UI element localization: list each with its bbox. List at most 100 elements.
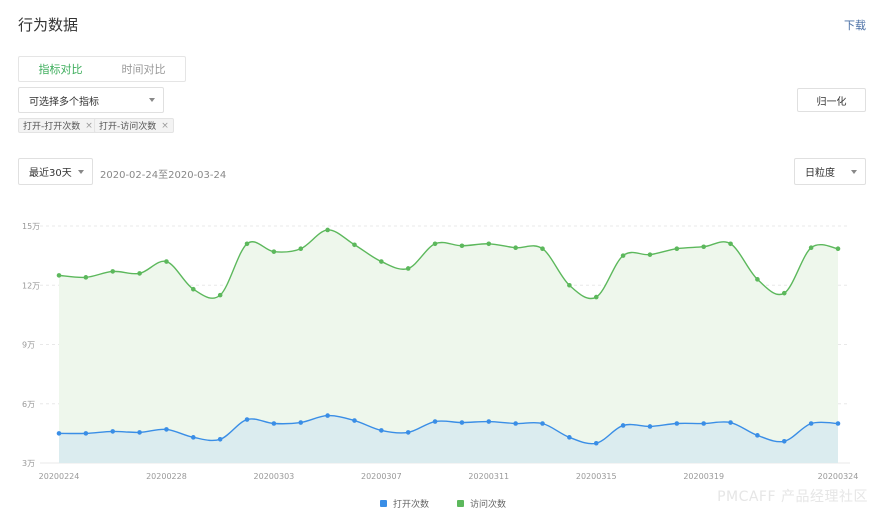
data-point (405, 266, 411, 271)
data-point (540, 246, 545, 252)
data-point (432, 419, 438, 424)
data-point (56, 431, 62, 436)
data-point (325, 227, 330, 233)
data-point (191, 435, 196, 440)
data-point (83, 431, 89, 436)
watermark-logo: PMCAFF 产品经理社区 (717, 489, 868, 505)
data-point (808, 421, 814, 426)
data-point (593, 440, 599, 446)
data-point (271, 249, 277, 254)
data-point (164, 259, 169, 264)
metric-select-value: 可选择多个指标 (29, 96, 99, 108)
period-select-value: 最近30天 (29, 168, 72, 179)
data-point (701, 421, 706, 426)
data-point (244, 417, 250, 422)
series-area-0 (59, 415, 838, 463)
metric-tag-visit-count: 打开-访问次数 × (94, 118, 174, 133)
data-point (110, 269, 116, 274)
data-point (486, 419, 492, 424)
series-area-1 (59, 229, 838, 463)
page-title: 行为数据 (18, 16, 79, 34)
data-point (83, 275, 89, 280)
metric-select[interactable]: 可选择多个指标 (18, 87, 164, 113)
y-tick-label: 3万 (22, 459, 35, 468)
data-point (674, 246, 680, 252)
data-point (379, 259, 384, 264)
period-select[interactable]: 最近30天 (18, 158, 93, 185)
data-point (459, 243, 465, 249)
data-point (191, 286, 196, 292)
data-point (620, 253, 626, 258)
tab-metric-compare[interactable]: 指标对比 (38, 63, 83, 76)
compare-mode-switch: 指标对比 时间对比 (18, 56, 186, 82)
data-point (513, 245, 518, 251)
y-tick-label: 12万 (22, 281, 40, 290)
normalize-button[interactable]: 归一化 (797, 88, 866, 112)
tag-label: 打开-打开次数 (23, 122, 81, 132)
y-tick-label: 9万 (22, 341, 35, 350)
data-point (567, 435, 572, 440)
legend-item-open-count[interactable]: 打开次数 (380, 497, 429, 510)
x-tick-label: 20200224 (39, 472, 80, 481)
data-point (459, 420, 465, 425)
data-point (728, 241, 733, 247)
data-point (325, 413, 330, 418)
data-point (593, 294, 599, 300)
x-tick-label: 20200303 (254, 472, 295, 481)
data-point (755, 433, 760, 438)
legend-swatch (457, 500, 464, 507)
data-point (540, 421, 545, 426)
data-point (56, 273, 62, 278)
x-tick-label: 20200311 (468, 472, 509, 481)
data-point (298, 246, 304, 252)
data-point (298, 420, 304, 425)
y-tick-label: 6万 (22, 400, 35, 409)
close-icon[interactable]: × (85, 120, 93, 131)
data-point (674, 421, 680, 426)
x-tick-label: 20200315 (576, 472, 617, 481)
data-point (808, 245, 814, 251)
data-point (728, 420, 733, 425)
chevron-down-icon (78, 169, 84, 174)
data-point (352, 418, 357, 423)
data-point (137, 271, 142, 276)
data-point (352, 242, 357, 248)
data-point (567, 282, 572, 288)
granularity-select[interactable]: 日粒度 (794, 158, 866, 185)
tab-time-compare[interactable]: 时间对比 (121, 63, 166, 76)
legend-item-visit-count[interactable]: 访问次数 (457, 497, 506, 510)
chevron-down-icon (851, 169, 857, 174)
data-point (164, 427, 169, 432)
x-tick-label: 20200324 (818, 472, 859, 481)
data-point (217, 437, 223, 442)
chevron-down-icon (149, 98, 155, 102)
data-point (647, 424, 653, 429)
tag-label: 打开-访问次数 (99, 122, 157, 132)
granularity-select-value: 日粒度 (805, 168, 835, 179)
metric-tag-open-count: 打开-打开次数 × (18, 118, 98, 133)
data-point (513, 421, 518, 426)
data-point (379, 428, 384, 433)
data-point (405, 430, 411, 435)
data-point (244, 241, 250, 247)
y-tick-label: 15万 (22, 222, 40, 231)
data-point (781, 290, 787, 296)
close-icon[interactable]: × (161, 120, 169, 131)
x-tick-label: 20200319 (683, 472, 724, 481)
data-point (835, 421, 841, 426)
data-point (271, 421, 277, 426)
data-point (432, 241, 438, 247)
data-point (217, 292, 223, 298)
data-point (755, 277, 760, 282)
legend-label: 打开次数 (393, 500, 430, 510)
data-point (110, 429, 116, 434)
date-range-text: 2020-02-24至2020-03-24 (100, 170, 227, 181)
data-point (137, 430, 142, 435)
data-point (835, 246, 841, 252)
data-point (486, 241, 492, 247)
x-tick-label: 20200307 (361, 472, 402, 481)
legend-swatch (380, 500, 387, 507)
data-point (647, 252, 653, 257)
download-link[interactable]: 下载 (844, 19, 866, 32)
